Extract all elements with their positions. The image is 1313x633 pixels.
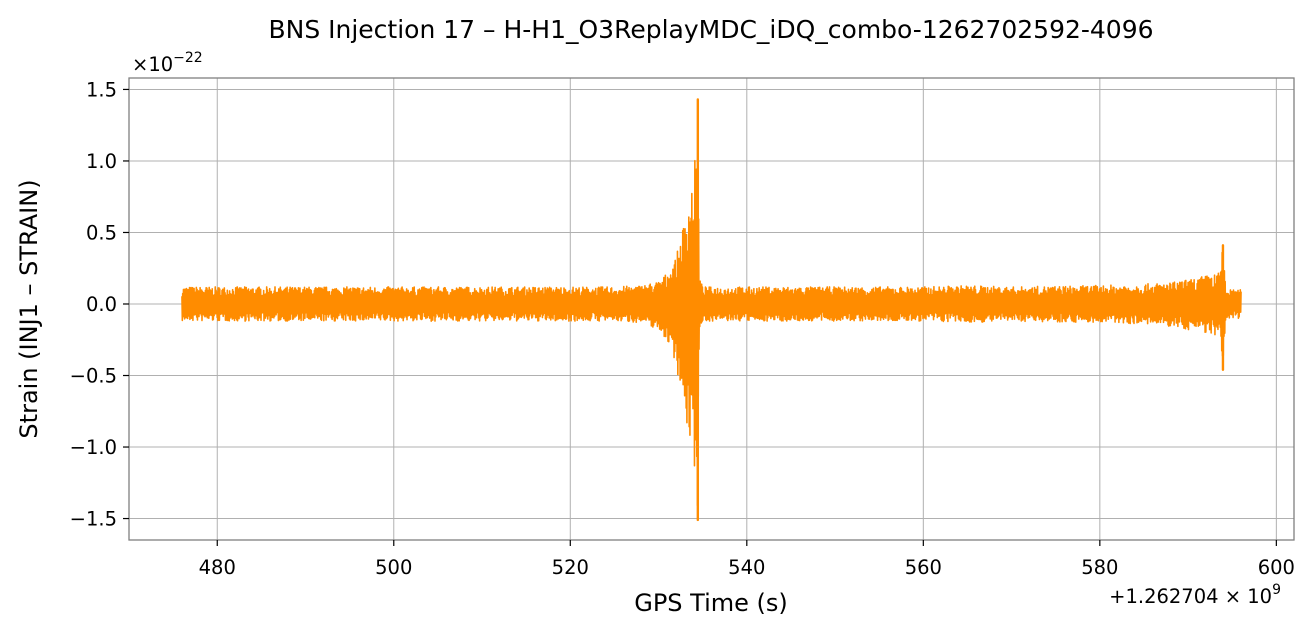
y-tick-layer: 1.5 1.0 0.5 0.0 −0.5 −1.0 −1.5: [70, 78, 129, 531]
y-multiplier-exponent: −22: [173, 50, 203, 66]
x-tick-label: 580: [1081, 556, 1118, 579]
x-offset: +1.262704 × 109: [1109, 582, 1281, 608]
series-layer: [181, 98, 1242, 522]
y-multiplier-base: ×10: [132, 53, 173, 76]
y-tick-label: 1.5: [86, 78, 117, 101]
plot-frame: [128, 77, 1295, 541]
y-axis-label: Strain (INJ1 – STRAIN): [15, 179, 43, 438]
y-tick-label: 1.0: [86, 150, 117, 173]
x-offset-times: × 10: [1219, 585, 1273, 608]
x-tick-label: 480: [199, 556, 236, 579]
y-multiplier: ×10−22: [132, 50, 203, 76]
y-tick-label: 0.5: [86, 221, 117, 244]
strain-series-line: [181, 131, 1242, 507]
x-tick-label: 600: [1258, 556, 1295, 579]
y-tick-label: 0.0: [86, 293, 117, 316]
x-tick-label: 540: [728, 556, 765, 579]
x-tick-label: 520: [552, 556, 589, 579]
y-tick-label: −1.5: [70, 508, 117, 531]
y-tick-label: −1.0: [70, 436, 117, 459]
x-axis-label: GPS Time (s): [634, 589, 788, 617]
x-tick-label: 500: [375, 556, 412, 579]
y-tick-label: −0.5: [70, 365, 117, 388]
chart-title: BNS Injection 17 – H-H1_O3ReplayMDC_iDQ_…: [268, 15, 1153, 44]
x-tick-layer: 480 500 520 540 560 580 600: [199, 540, 1295, 579]
x-offset-base: +1.262704: [1109, 585, 1218, 608]
x-offset-exponent: 9: [1272, 582, 1281, 598]
x-tick-label: 560: [905, 556, 942, 579]
